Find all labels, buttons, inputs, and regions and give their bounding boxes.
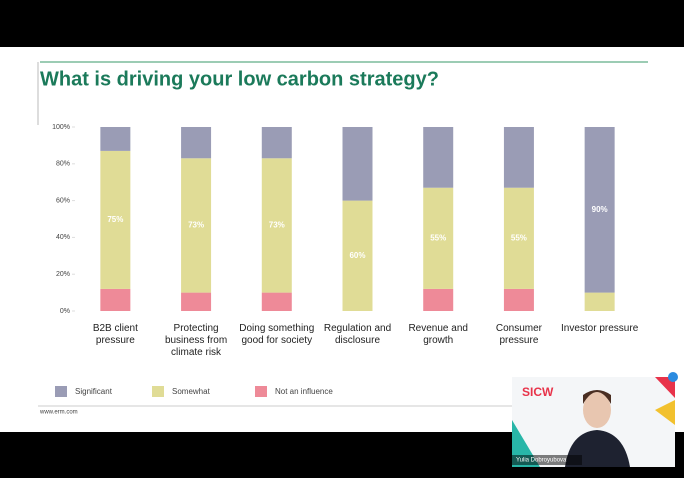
legend-label: Somewhat — [172, 387, 211, 396]
x-tick-label: Revenue and growth — [408, 323, 468, 346]
webcam: SICW Yulia Dobroyubova — [512, 372, 678, 467]
y-tick-label: 80% — [56, 161, 70, 168]
slide-title: What is driving your low carbon strategy… — [40, 68, 439, 90]
x-tick-label: B2B client pressure — [92, 323, 138, 346]
legend-label: Not an influence — [275, 387, 333, 396]
bar-segment — [100, 127, 131, 151]
data-label: 73% — [188, 221, 204, 230]
y-tick-label: 0% — [60, 308, 70, 315]
legend-swatch — [55, 386, 67, 397]
y-tick-label: 100% — [52, 124, 70, 131]
bar-segment — [181, 292, 212, 311]
bar-segment — [261, 127, 292, 159]
bar-segment — [181, 127, 212, 159]
bar-segment — [503, 127, 534, 188]
legend-swatch — [152, 386, 164, 397]
bar-segment — [261, 158, 292, 293]
bar-segment — [100, 288, 131, 311]
x-tick-label: Doing something good for society — [239, 323, 315, 346]
y-tick-label: 40% — [56, 234, 70, 241]
bar-segment — [584, 292, 615, 311]
bar-segment — [423, 187, 454, 289]
webcam-logo: SICW — [522, 385, 554, 399]
bar-segment — [423, 288, 454, 311]
x-tick-label: Regulation and disclosure — [323, 323, 392, 346]
bar-segment — [100, 150, 131, 289]
bar-segment — [261, 292, 292, 311]
y-tick-label: 60% — [56, 197, 70, 204]
x-tick-label: Investor pressure — [561, 323, 639, 334]
data-label: 55% — [511, 233, 527, 242]
x-tick-label: Protecting business from climate risk — [164, 323, 228, 358]
data-label: 60% — [349, 251, 365, 260]
decor — [655, 400, 675, 425]
bar-segment — [342, 127, 373, 201]
footer: www.erm.com — [39, 410, 78, 416]
data-label: 90% — [592, 205, 608, 214]
bar-segment — [503, 187, 534, 289]
data-label: 55% — [430, 233, 446, 242]
y-tick-label: 20% — [56, 271, 70, 278]
participant-name: Yulia Dobroyubova — [516, 458, 567, 464]
decor — [655, 377, 675, 398]
bar-segment — [584, 127, 615, 293]
bar-segment — [423, 127, 454, 188]
bar-segment — [503, 288, 534, 311]
legend-label: Significant — [75, 387, 113, 396]
x-tick-label: Consumer pressure — [495, 323, 542, 346]
legend-swatch — [255, 386, 267, 397]
bar-segment — [181, 158, 212, 293]
hair — [583, 390, 611, 404]
face — [583, 392, 611, 428]
menu-button[interactable] — [668, 372, 678, 382]
name-tag — [512, 455, 582, 465]
data-label: 75% — [107, 215, 123, 224]
data-label: 73% — [269, 221, 285, 230]
bar-segment — [342, 200, 373, 311]
